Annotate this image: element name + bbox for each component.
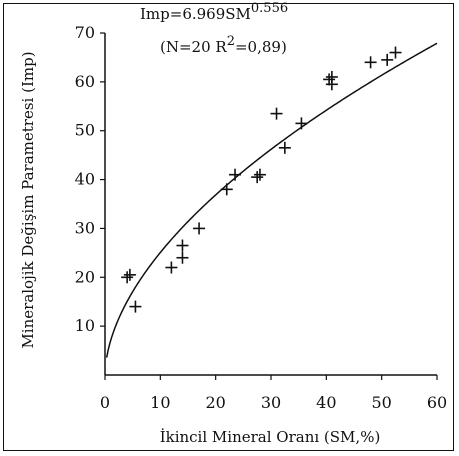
data-point (381, 53, 394, 66)
data-point (220, 183, 233, 196)
x-tick-label: 60 (427, 393, 447, 412)
data-point (253, 168, 266, 181)
y-tick-label: 70 (75, 23, 95, 42)
fit-curve-group (105, 42, 438, 358)
data-point (193, 222, 206, 235)
x-tick-label: 50 (371, 393, 391, 412)
data-point (270, 107, 283, 120)
data-point (325, 78, 338, 91)
data-point (251, 171, 264, 184)
equation-exponent: 0.556 (251, 1, 288, 16)
data-point (295, 117, 308, 130)
data-point (389, 46, 402, 59)
x-tick-label: 20 (205, 393, 225, 412)
y-tick-label: 60 (75, 72, 95, 91)
y-tick-label: 20 (75, 267, 95, 286)
y-tick-label: 50 (75, 121, 95, 140)
fit-curve (105, 42, 438, 358)
y-tick-label: 40 (75, 170, 95, 189)
data-point (176, 251, 189, 264)
x-tick-label: 10 (150, 393, 170, 412)
equation-stats-exponent: 2 (227, 34, 235, 49)
data-point (121, 271, 134, 284)
data-point (364, 56, 377, 69)
x-tick-label: 40 (316, 393, 336, 412)
axes (100, 32, 438, 380)
equation-stats-prefix: (N=20 R (160, 38, 227, 56)
x-tick-label: 0 (100, 393, 110, 412)
data-point (176, 239, 189, 252)
x-tick-label: 30 (261, 393, 281, 412)
equation-stats-suffix: =0,89) (235, 38, 287, 56)
equation-base: Imp=6.969SM (140, 5, 251, 23)
y-tick-label: 30 (75, 218, 95, 237)
data-point (129, 300, 142, 313)
data-point (123, 268, 136, 281)
data-point (278, 141, 291, 154)
tick-labels: 0 10 20 30 40 50 60 10 20 30 40 50 60 70 (75, 23, 448, 412)
x-axis-label: İkincil Mineral Oranı (SM,%) (160, 428, 381, 446)
y-axis-label: Mineralojik Değişim Parametresi (Imp) (19, 51, 37, 348)
data-point (229, 168, 242, 181)
y-tick-label: 10 (75, 316, 95, 335)
equation-stats: (N=20 R2=0,89) (160, 34, 287, 56)
data-point (323, 73, 336, 86)
data-points (121, 46, 402, 313)
equation-text: Imp=6.969SM0.556 (140, 1, 288, 23)
data-point (165, 261, 178, 274)
